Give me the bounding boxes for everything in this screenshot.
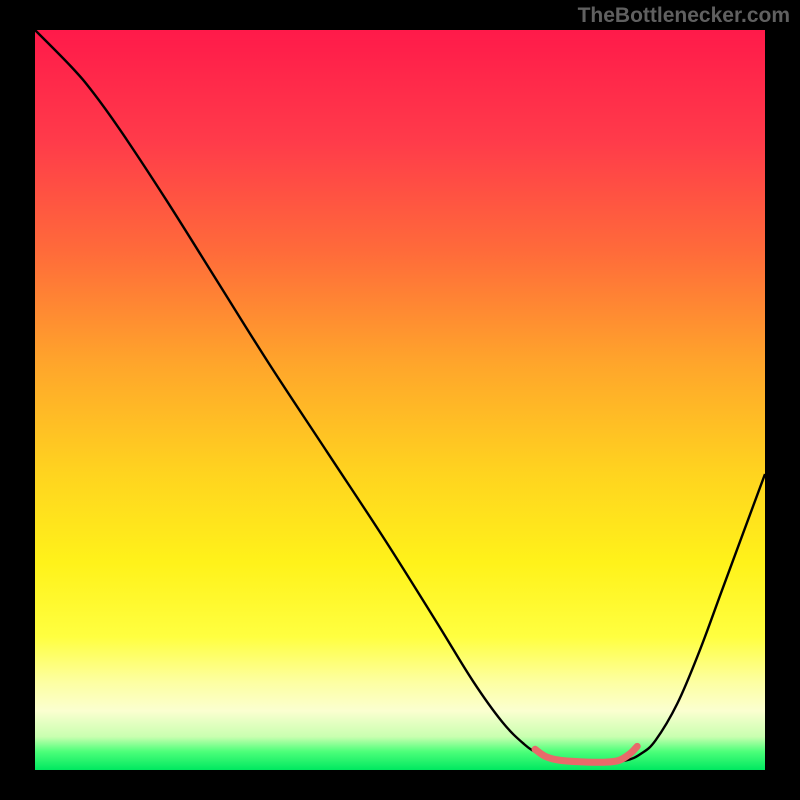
curve-layer bbox=[35, 30, 765, 770]
chart-container: TheBottlenecker.com bbox=[0, 0, 800, 800]
watermark-text: TheBottlenecker.com bbox=[578, 4, 790, 28]
main-curve bbox=[35, 30, 765, 763]
flat-segment-overlay bbox=[535, 746, 637, 762]
plot-area bbox=[35, 30, 765, 770]
